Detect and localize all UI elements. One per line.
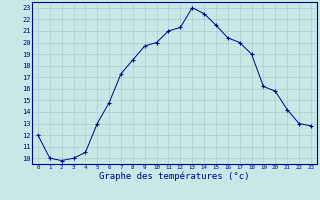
X-axis label: Graphe des températures (°c): Graphe des températures (°c) (99, 172, 250, 181)
